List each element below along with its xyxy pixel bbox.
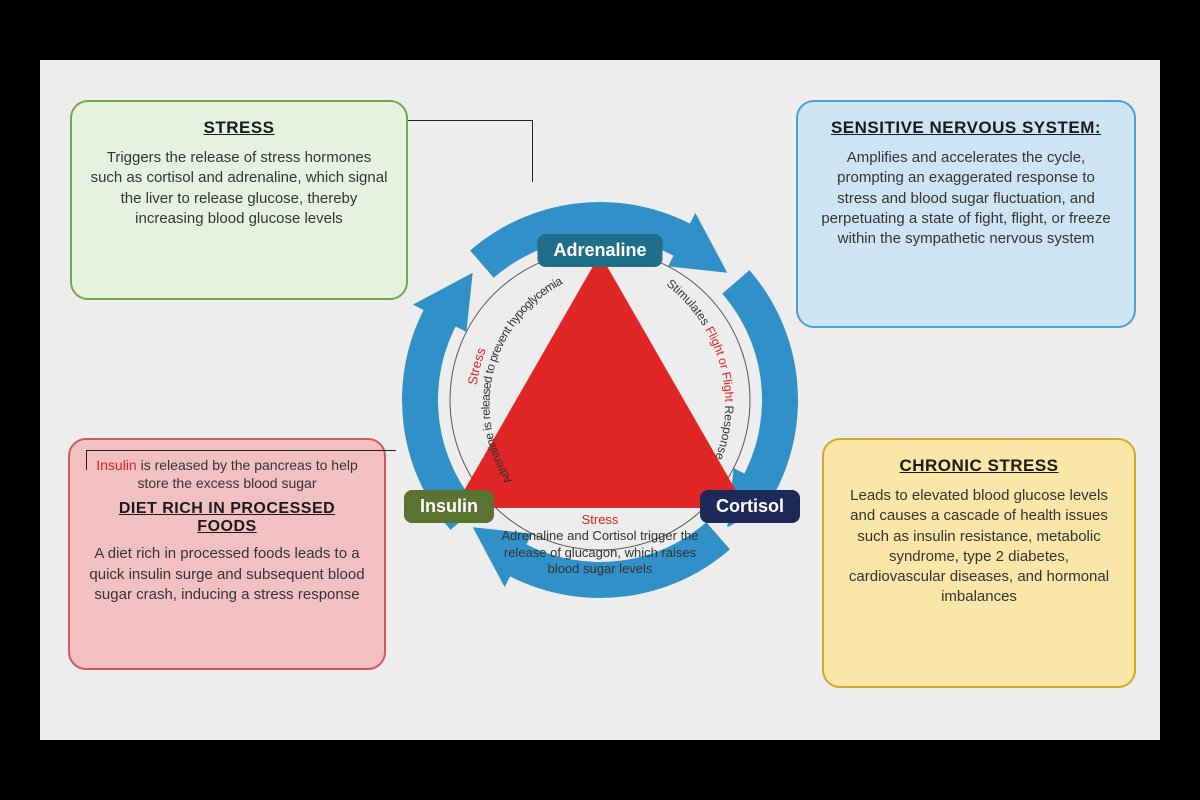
inner-label-bottom: Stress Adrenaline and Cortisol trigger t… xyxy=(500,512,700,577)
leader-stress-h xyxy=(408,120,532,121)
box-stress: STRESS Triggers the release of stress ho… xyxy=(70,100,408,300)
circular-diagram: Stress Adrenaline is released to prevent… xyxy=(390,190,810,610)
box-sensitive-nervous-system: SENSITIVE NERVOUS SYSTEM: Amplifies and … xyxy=(796,100,1136,328)
box-diet-subtitle: Insulin is released by the pancreas to h… xyxy=(88,456,366,492)
inner-label-bottom-rest: Adrenaline and Cortisol trigger the rele… xyxy=(501,528,698,576)
leader-diet-h xyxy=(86,450,396,451)
box-stress-body: Triggers the release of stress hormones … xyxy=(90,148,388,229)
pill-adrenaline: Adrenaline xyxy=(537,234,662,267)
box-diet-title: DIET RICH IN PROCESSED FOODS xyxy=(88,500,366,536)
box-sensitive-title: SENSITIVE NERVOUS SYSTEM: xyxy=(816,118,1116,138)
leader-stress-v xyxy=(532,120,533,182)
inner-label-bottom-red: Stress xyxy=(582,512,619,527)
leader-diet-v xyxy=(86,450,87,470)
box-sensitive-body: Amplifies and accelerates the cycle, pro… xyxy=(816,148,1116,249)
pill-cortisol: Cortisol xyxy=(700,490,800,523)
infographic-canvas: STRESS Triggers the release of stress ho… xyxy=(40,60,1160,740)
box-stress-title: STRESS xyxy=(90,118,388,138)
box-chronic-stress: CHRONIC STRESS Leads to elevated blood g… xyxy=(822,438,1136,688)
box-diet-processed-foods: Insulin is released by the pancreas to h… xyxy=(68,438,386,670)
box-chronic-body: Leads to elevated blood glucose levels a… xyxy=(842,486,1116,608)
box-diet-subtitle-highlight: Insulin xyxy=(96,457,136,473)
pill-insulin: Insulin xyxy=(404,490,494,523)
box-diet-body: A diet rich in processed foods leads to … xyxy=(88,544,366,605)
box-chronic-title: CHRONIC STRESS xyxy=(842,456,1116,476)
box-diet-subtitle-rest: is released by the pancreas to help stor… xyxy=(137,457,358,491)
